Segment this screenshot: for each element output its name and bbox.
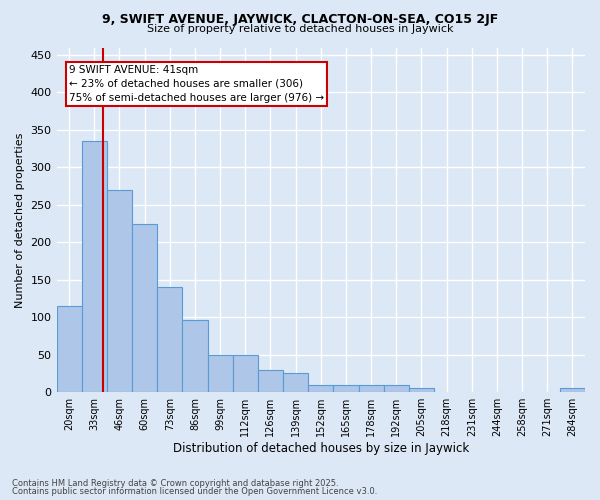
Bar <box>182 320 208 392</box>
Text: Size of property relative to detached houses in Jaywick: Size of property relative to detached ho… <box>147 24 453 34</box>
Bar <box>157 288 182 392</box>
Bar <box>258 370 283 392</box>
Bar <box>233 354 258 392</box>
X-axis label: Distribution of detached houses by size in Jaywick: Distribution of detached houses by size … <box>173 442 469 455</box>
Text: Contains HM Land Registry data © Crown copyright and database right 2025.: Contains HM Land Registry data © Crown c… <box>12 479 338 488</box>
Bar <box>383 384 409 392</box>
Bar <box>132 224 157 392</box>
Text: 9, SWIFT AVENUE, JAYWICK, CLACTON-ON-SEA, CO15 2JF: 9, SWIFT AVENUE, JAYWICK, CLACTON-ON-SEA… <box>102 12 498 26</box>
Bar <box>560 388 585 392</box>
Bar <box>359 384 383 392</box>
Bar <box>82 141 107 392</box>
Bar <box>334 384 359 392</box>
Bar <box>107 190 132 392</box>
Text: 9 SWIFT AVENUE: 41sqm
← 23% of detached houses are smaller (306)
75% of semi-det: 9 SWIFT AVENUE: 41sqm ← 23% of detached … <box>69 64 324 102</box>
Y-axis label: Number of detached properties: Number of detached properties <box>15 132 25 308</box>
Bar <box>56 306 82 392</box>
Bar <box>308 384 334 392</box>
Bar <box>283 374 308 392</box>
Bar <box>409 388 434 392</box>
Text: Contains public sector information licensed under the Open Government Licence v3: Contains public sector information licen… <box>12 487 377 496</box>
Bar <box>208 354 233 392</box>
